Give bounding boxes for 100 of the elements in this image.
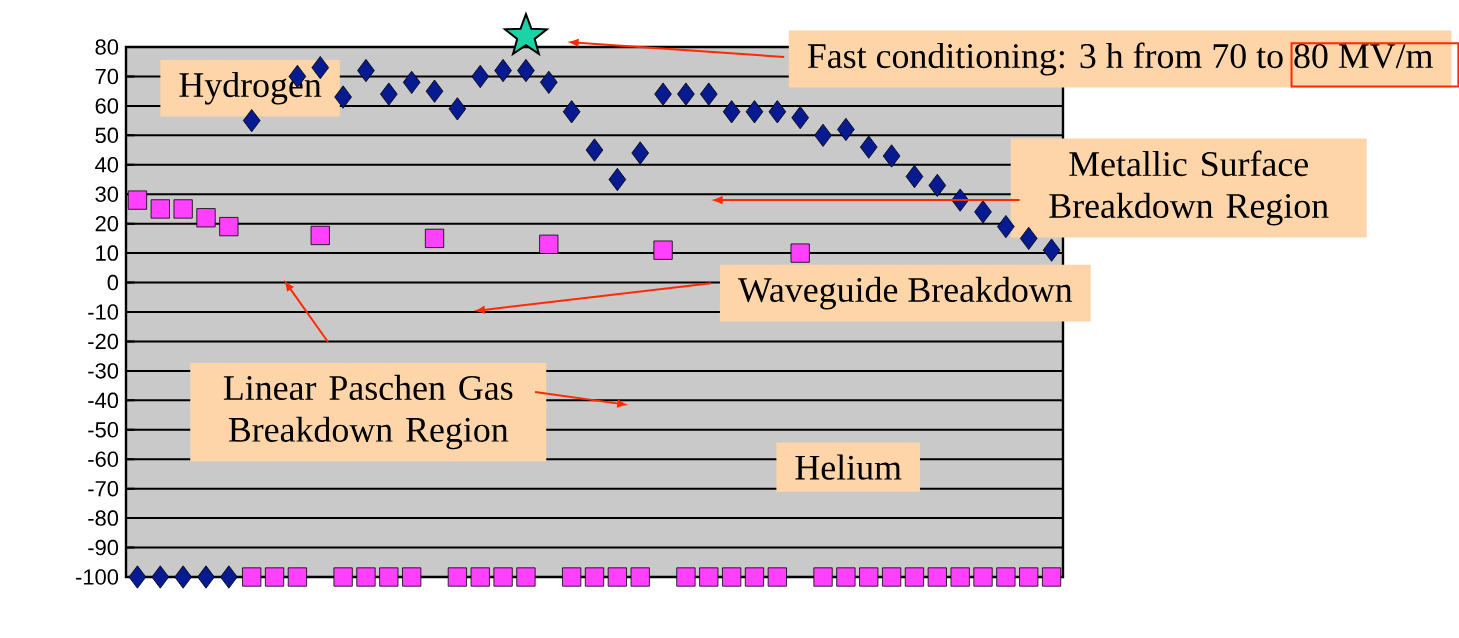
y-tick-label: 30 [95,186,119,202]
annotation: Hydrogen [179,71,322,105]
point [562,567,582,587]
point [447,567,467,587]
point [927,567,947,587]
point [813,567,833,587]
point [242,567,262,587]
point [837,117,855,142]
annotation: Helium [795,454,902,480]
point [310,225,330,246]
point [928,173,947,197]
point [356,567,376,587]
y-tick-label: 10 [96,245,119,261]
point [631,141,650,165]
annotation: Fast conditioning: 3 h from 70 to 80 MV/m [807,42,1433,76]
point [196,208,216,228]
point [539,234,559,254]
y-tick-label: 60 [95,98,119,114]
y-tick-label: 40 [95,157,119,173]
point [654,82,672,106]
point [357,58,375,83]
point [448,97,467,121]
y-tick-label: -10 [88,304,119,320]
point [494,58,512,83]
y-tick-label: -50 [88,422,119,438]
annotation: Waveguide Breakdown [737,276,1073,310]
point [242,109,261,133]
point [745,100,764,124]
annotation: Linear Paschen Gas Breakdown Region [223,374,513,450]
point [973,567,993,587]
point [722,100,741,124]
point [425,79,444,103]
y-tick-label: 20 [95,215,119,232]
y-tick-label: -60 [88,451,119,467]
point [653,240,673,260]
point [402,567,422,587]
point [493,567,513,587]
point [904,567,925,587]
point [836,567,856,587]
point [287,567,307,587]
point [699,82,718,106]
point [744,567,765,587]
point [791,106,809,130]
point [380,82,398,106]
point [379,567,399,587]
point [950,567,970,587]
point [722,567,742,587]
y-tick-label: -70 [88,480,119,497]
point [562,100,581,124]
annotation: Metallic Surface Breakdown Region [1049,150,1329,226]
point [584,567,605,587]
y-tick-label: 70 [95,68,119,85]
point [128,565,147,589]
y-tick-label: -100 [76,569,119,585]
point [539,70,558,94]
y-tick-label: 0 [107,274,119,291]
point [471,64,490,89]
point [517,58,535,83]
point [882,144,901,168]
point [1019,567,1039,587]
point [220,565,238,589]
point [997,215,1015,239]
point [150,199,170,219]
point [882,567,902,587]
point [814,123,832,147]
point [859,135,878,159]
y-tick-label: 80 [95,39,119,55]
point [151,565,170,589]
point [516,567,536,587]
point [424,228,445,248]
point [859,567,879,587]
point [1019,226,1038,250]
point [219,217,239,237]
point [608,167,627,192]
point [127,190,148,210]
point [974,200,992,224]
point [402,70,421,94]
point [585,138,604,162]
point [197,565,215,589]
point [264,567,285,587]
y-tick-label: -90 [88,539,119,556]
y-tick-label: -80 [88,510,119,526]
point [173,199,193,219]
point [1041,567,1062,587]
y-tick-label: -20 [88,333,119,350]
point [768,100,787,124]
y-tick-label: -30 [88,363,119,379]
point [174,565,192,589]
point [607,567,627,587]
point [676,567,696,587]
y-tick-label: 50 [95,127,119,144]
point [996,567,1016,587]
point [630,567,650,587]
point [790,243,810,263]
point [905,164,924,189]
point [470,567,490,587]
y-tick-label: -40 [88,392,119,409]
point [677,82,695,106]
point [333,567,353,587]
point [699,567,719,587]
